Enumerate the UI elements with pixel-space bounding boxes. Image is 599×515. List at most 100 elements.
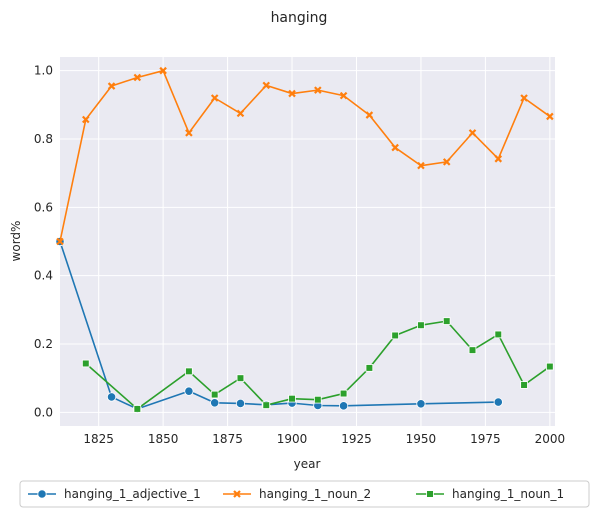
- legend-entry: hanging_1_noun_1: [416, 487, 564, 501]
- chart-title: hanging: [271, 10, 328, 26]
- data-point: [262, 81, 271, 90]
- y-tick-label: 0.4: [34, 269, 53, 283]
- data-point: [133, 73, 142, 82]
- legend-label: hanging_1_noun_1: [452, 487, 564, 501]
- y-tick-label: 0.2: [34, 337, 53, 351]
- x-marker-stroke: [442, 158, 451, 166]
- data-point: [468, 346, 477, 354]
- series-line: [59, 69, 551, 242]
- data-point: [442, 317, 451, 325]
- data-point: [520, 381, 528, 389]
- data-point: [494, 330, 503, 339]
- data-point: [235, 398, 246, 409]
- data-point: [442, 158, 451, 166]
- x-marker-stroke: [468, 129, 477, 137]
- data-point: [107, 82, 116, 90]
- data-point: [520, 94, 528, 102]
- x-tick-label: 1850: [148, 432, 179, 446]
- legend: hanging_1_adjective_1 hanging_1_noun_2 han…: [19, 480, 590, 508]
- data-point: [184, 386, 194, 396]
- data-point: [185, 129, 193, 137]
- x-marker-stroke: [236, 109, 245, 118]
- legend-entry: hanging_1_adjective_1: [28, 487, 201, 501]
- y-tick-label: 0.8: [34, 132, 53, 146]
- y-tick-label: 0.6: [34, 200, 53, 214]
- y-tick-label: 1.0: [34, 64, 53, 78]
- data-point: [365, 364, 374, 372]
- x-marker-stroke: [314, 86, 322, 94]
- data-point: [416, 399, 426, 409]
- data-point: [417, 161, 425, 170]
- data-point: [210, 94, 219, 102]
- x-marker-stroke: [107, 82, 116, 90]
- series-3: [81, 317, 554, 413]
- legend-box: [19, 480, 590, 508]
- series-group: [55, 66, 554, 414]
- data-point: [106, 392, 117, 402]
- legend-marker: [37, 489, 47, 499]
- x-marker-stroke: [391, 143, 399, 152]
- x-tick-label: 1900: [277, 432, 308, 446]
- x-axis-label: year: [294, 457, 321, 471]
- series-2: [56, 66, 554, 246]
- y-axis-ticks: 0.0 0.2 0.4 0.6 0.8 1.0: [34, 64, 53, 420]
- data-point: [314, 86, 322, 94]
- gridlines: [60, 57, 555, 426]
- data-point: [314, 395, 322, 404]
- data-point: [262, 401, 271, 409]
- data-point: [391, 143, 399, 152]
- x-marker-stroke: [339, 91, 348, 100]
- legend-entry: hanging_1_noun_2: [223, 487, 371, 501]
- x-axis-ticks: 1825 1850 1875 1900 1925 1950 1975 2000: [83, 432, 565, 446]
- x-marker-stroke: [546, 112, 554, 121]
- x-tick-label: 1925: [341, 432, 372, 446]
- data-point: [391, 331, 399, 340]
- data-point: [468, 129, 477, 137]
- series-line: [59, 241, 499, 410]
- data-point: [159, 66, 167, 75]
- x-marker-stroke: [210, 94, 219, 102]
- data-point: [82, 115, 90, 124]
- x-marker-stroke: [233, 490, 241, 498]
- x-marker-stroke: [520, 94, 528, 102]
- x-marker-stroke: [133, 73, 142, 82]
- data-point: [236, 374, 245, 382]
- x-marker-stroke: [159, 66, 167, 75]
- x-tick-label: 1875: [212, 432, 243, 446]
- data-point: [56, 237, 64, 246]
- x-marker-stroke: [417, 161, 425, 170]
- x-tick-label: 1825: [83, 432, 114, 446]
- x-marker-stroke: [494, 155, 503, 163]
- data-point: [338, 401, 349, 411]
- data-point: [210, 390, 219, 399]
- x-tick-label: 1950: [406, 432, 437, 446]
- data-point: [339, 91, 348, 100]
- x-marker-stroke: [288, 89, 296, 98]
- data-point: [210, 398, 220, 408]
- data-point: [81, 359, 90, 368]
- x-marker-stroke: [365, 111, 374, 119]
- data-point: [494, 155, 503, 163]
- data-point: [546, 362, 554, 371]
- data-point: [185, 367, 193, 376]
- data-point: [417, 321, 425, 330]
- x-tick-label: 2000: [535, 432, 566, 446]
- data-point: [546, 112, 554, 121]
- plot-area: [60, 57, 555, 426]
- x-marker-stroke: [185, 129, 193, 137]
- x-marker-stroke: [82, 115, 90, 124]
- legend-marker: [426, 490, 434, 498]
- x-marker-stroke: [56, 237, 64, 246]
- data-point: [288, 89, 296, 98]
- y-axis-label: word%: [9, 221, 23, 262]
- legend-label: hanging_1_adjective_1: [64, 487, 201, 501]
- data-point: [133, 405, 142, 413]
- data-point: [339, 389, 348, 398]
- data-point: [493, 397, 503, 407]
- data-point: [288, 394, 296, 403]
- data-point: [365, 111, 374, 119]
- x-marker-stroke: [262, 81, 271, 90]
- y-tick-label: 0.0: [34, 405, 53, 419]
- data-point: [236, 109, 245, 118]
